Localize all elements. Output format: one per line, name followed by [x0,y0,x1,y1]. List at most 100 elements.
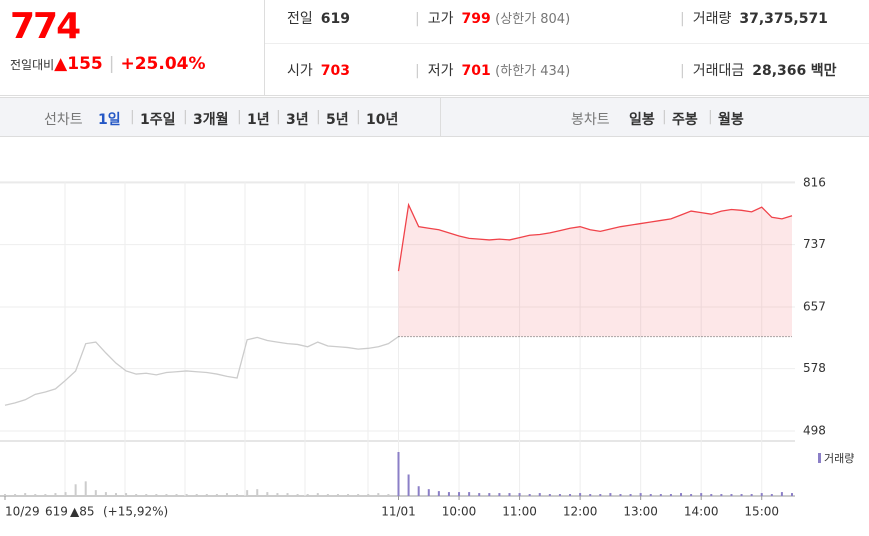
tab[interactable]: 1년 [247,112,270,128]
separator: | [708,109,713,125]
volume-bar [609,493,612,496]
info-item: 시가 703 [287,60,350,80]
tab[interactable]: 5년 [326,112,349,128]
volume-bar [185,494,188,496]
tab[interactable]: 3개월 [193,112,229,128]
y-tick-label: 657 [803,300,826,314]
volume-bar [175,494,178,496]
volume-bar [680,493,683,496]
volume-bar [780,492,783,496]
volume-bar [770,494,773,496]
x-tick-label: 14:00 [684,505,719,519]
volume-bar [74,484,77,496]
tab[interactable]: 10년 [366,112,399,128]
info-item: | 거래량 37,375,571 [680,8,828,28]
volume-bar [145,494,148,496]
volume-bar [326,494,329,496]
info-value: 799 [461,11,491,27]
volume-bar [478,493,481,496]
volume-bar [256,489,259,496]
info-value: 28,366 [752,63,807,79]
separator: | [662,109,667,125]
volume-bar [730,494,733,496]
volume-bar [619,494,622,496]
tab[interactable]: 주봉 [672,112,698,128]
separator: | [316,109,321,125]
volume-bar [54,493,57,496]
volume-bar [84,481,87,496]
volume-bar [518,493,521,496]
volume-bar [125,493,128,496]
info-value: 703 [320,63,350,79]
volume-bar [4,494,6,496]
volume-bar [14,494,17,496]
volume-bar [417,486,420,496]
info-label: 고가 [427,11,454,27]
line [397,202,793,272]
info-item: 전일 619 [287,8,350,28]
volume-bar [397,452,400,496]
volume-bar [528,494,531,496]
volume-bar [64,492,67,496]
volume-bar [195,494,198,496]
tab-bar: 선차트 1일 | 1주일 | 3개월 | 1년 | 3년 | 5년 | 10년 봉차트 일봉 | 주봉 | 월봉 [0,97,869,137]
volume-bar [44,494,47,496]
prev-change-pct: (+15,92%) [103,505,168,519]
separator: | [130,109,135,125]
separator: | [415,63,420,79]
volume-bar [316,493,319,496]
info-item: | 고가 799 (상한가 804) [415,8,570,28]
divider [440,98,441,136]
volume-bar [215,494,218,496]
tab[interactable]: 3년 [286,112,309,128]
price: 774 [10,6,81,47]
volume-bar [34,494,37,496]
volume-bar [508,493,511,496]
quote-header: 774 전일대비▲155 | +25.04% 전일 619 | 고가 799 (상한가 80… [0,0,869,96]
volume-bar [437,491,440,496]
volume-bar [165,494,168,496]
info-note: (상한가 804) [495,12,571,27]
info-value: 701 [461,63,491,79]
volume-bar [720,494,723,496]
volume-bar [710,494,713,496]
change-pct: +25.04% [120,54,206,74]
x-tick-label: 10:00 [442,505,477,519]
volume-bar [347,494,350,496]
tab[interactable]: 1일 [98,112,121,128]
row-separator [265,43,869,44]
volume-bar [24,493,27,496]
tab[interactable]: 1주일 [140,112,176,128]
separator: | [237,109,242,125]
x-tick-label: 11/01 [381,505,416,519]
volume-bar [569,494,572,496]
volume-bar [579,493,582,496]
change-value: ▲155 [54,54,103,74]
volume-bar [407,474,410,496]
y-tick-label: 816 [803,176,826,190]
volume-bar [659,494,662,496]
volume-bar [700,493,703,496]
y-tick-label: 498 [803,424,826,438]
y-tick-label: 737 [803,237,826,251]
tab[interactable]: 일봉 [629,112,655,128]
line [4,336,399,406]
volume-bar [760,493,763,496]
x-tick-label: 12:00 [563,505,598,519]
separator: | [276,109,281,125]
prev-close: 619 [45,505,68,519]
change-label: 전일대비 [10,58,55,72]
volume-bar [538,493,541,496]
tab-group-label: 봉차트 [571,112,610,128]
separator: | [183,109,188,125]
tab[interactable]: 월봉 [718,112,744,128]
volume-bar [336,494,339,496]
volume-bar [114,493,117,496]
volume-bar [357,494,360,496]
volume-bar [599,494,602,496]
info-value: 37,375,571 [739,11,828,27]
volume-bar [639,493,642,496]
volume-bar [791,493,793,496]
info-item: | 거래대금 28,366 백만 [680,60,837,80]
